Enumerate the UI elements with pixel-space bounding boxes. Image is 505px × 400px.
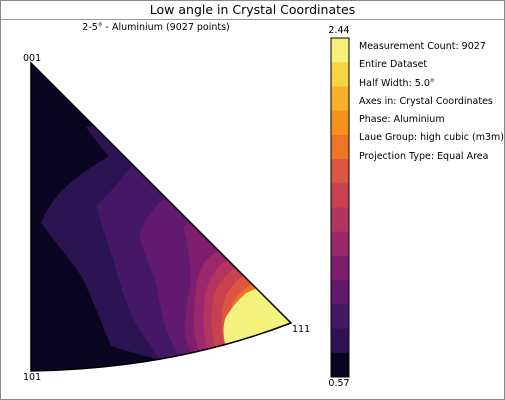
colorbar-swatch-12 xyxy=(331,304,349,329)
info-dataset: Entire Dataset xyxy=(359,59,428,71)
info-half-width: Half Width: 5.0° xyxy=(359,77,435,89)
colorbar-swatch-10 xyxy=(331,255,349,281)
colorbar-swatch-6 xyxy=(331,159,349,184)
colorbar-swatch-4 xyxy=(331,110,349,136)
info-measurement-count: Measurement Count: 9027 xyxy=(359,41,486,52)
ipf-triangle-outline xyxy=(30,61,293,372)
pole-label-001: 001 xyxy=(23,53,42,64)
colorbar-swatch-14 xyxy=(331,352,349,378)
colorbar-swatch-5 xyxy=(331,134,349,160)
colorbar-min-label: 0.57 xyxy=(328,378,350,389)
contour-level-13 xyxy=(249,271,291,371)
info-phase: Phase: Aluminium xyxy=(359,114,445,126)
info-list: Measurement Count: 9027 Entire Dataset H… xyxy=(359,38,504,166)
ipf-contour-map xyxy=(31,63,291,371)
colorbar-swatch-7 xyxy=(331,183,349,208)
colorbar-frame xyxy=(330,37,350,378)
colorbar-max-label: 2.44 xyxy=(328,25,350,36)
figure-subtitle: 2-5° - Aluminium (9027 points) xyxy=(82,22,230,33)
info-projection: Projection Type: Equal Area xyxy=(359,150,489,162)
colorbar xyxy=(330,37,350,378)
info-axes: Axes in: Crystal Coordinates xyxy=(359,95,493,107)
pole-label-101: 101 xyxy=(23,372,42,383)
colorbar-swatch-13 xyxy=(331,328,349,354)
window-title: Low angle in Crystal Coordinates xyxy=(1,1,504,20)
colorbar-swatch-3 xyxy=(331,86,349,112)
colorbar-swatch-1 xyxy=(331,38,349,63)
colorbar-swatch-8 xyxy=(331,207,349,233)
info-laue-group: Laue Group: high cubic (m3m) xyxy=(359,132,504,144)
colorbar-swatch-9 xyxy=(331,231,349,257)
colorbar-swatch-2 xyxy=(331,62,349,87)
pole-label-111: 111 xyxy=(292,324,311,335)
colorbar-swatch-11 xyxy=(331,280,349,305)
